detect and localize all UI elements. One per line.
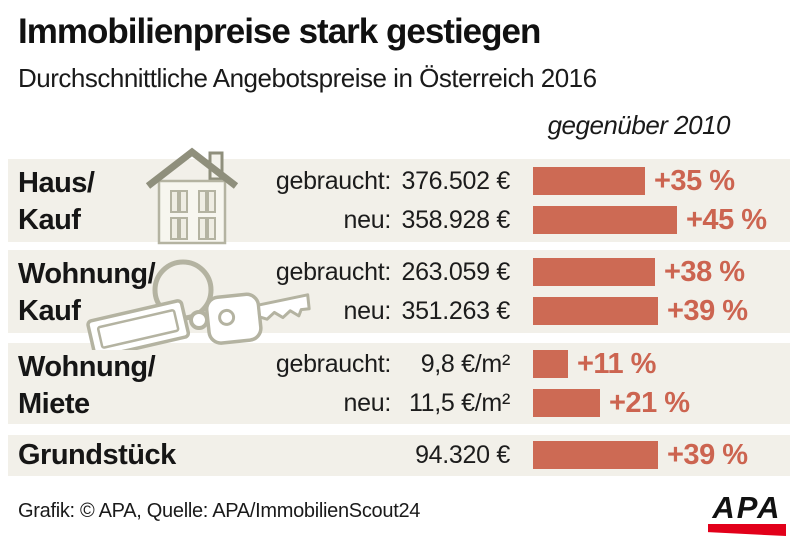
increase-bar	[533, 167, 645, 195]
page-subtitle: Durchschnittliche Angebotspreise in Öste…	[18, 63, 597, 93]
item-value: 376.502 €	[401, 166, 510, 195]
item-value: 11,5 €/m²	[408, 388, 510, 417]
item-label: gebraucht:	[275, 166, 391, 195]
increase-bar	[533, 297, 658, 325]
row-wohnung-kauf: Wohnung/ Kauf gebraucht: 263.059 € +38 %	[8, 250, 790, 350]
item-label: neu:	[343, 205, 392, 234]
item-label: gebraucht:	[275, 349, 391, 378]
increase-percent: +11 %	[577, 347, 656, 380]
increase-bar	[533, 389, 600, 417]
category-label: Grundstück	[18, 439, 176, 471]
house-icon	[146, 147, 238, 245]
apa-logo: APA	[708, 492, 786, 536]
item-value: 9,8 €/m²	[420, 349, 511, 378]
row-wohnung-miete: Wohnung/ Miete gebraucht: 9,8 €/m² +11 %…	[8, 343, 790, 424]
credit-line: Grafik: © APA, Quelle: APA/ImmobilienSco…	[18, 500, 421, 522]
increase-percent: +39 %	[667, 438, 748, 471]
category-label: Wohnung/ Miete	[18, 351, 156, 420]
comparison-label: gegenüber 2010	[547, 110, 731, 140]
page-title: Immobilienpreise stark gestiegen	[18, 12, 541, 51]
increase-bar	[533, 441, 658, 469]
increase-percent: +35 %	[654, 164, 735, 197]
increase-bar	[533, 350, 568, 378]
apa-logo-text: APA	[712, 490, 782, 525]
category-label: Haus/ Kauf	[18, 167, 95, 236]
item-value: 351.263 €	[401, 296, 510, 325]
row-grundstueck: Grundstück 94.320 € +39 %	[8, 435, 790, 476]
item-value: 358.928 €	[401, 205, 510, 234]
increase-percent: +45 %	[686, 203, 767, 236]
item-value: 263.059 €	[401, 257, 510, 286]
increase-bar	[533, 258, 655, 286]
increase-percent: +38 %	[664, 255, 745, 288]
row-haus-kauf: Haus/ Kauf gebraucht: 376.502 € +35 % ne…	[8, 147, 790, 245]
keys-icon	[86, 259, 311, 350]
apa-logo-red-bar	[708, 524, 786, 536]
category-label: Wohnung/ Kauf	[18, 258, 156, 327]
item-label: neu:	[343, 296, 392, 325]
increase-percent: +39 %	[667, 294, 748, 327]
item-label: gebraucht:	[275, 257, 391, 286]
item-label: neu:	[343, 388, 392, 417]
increase-percent: +21 %	[609, 386, 690, 419]
increase-bar	[533, 206, 677, 234]
item-value: 94.320 €	[415, 440, 510, 469]
